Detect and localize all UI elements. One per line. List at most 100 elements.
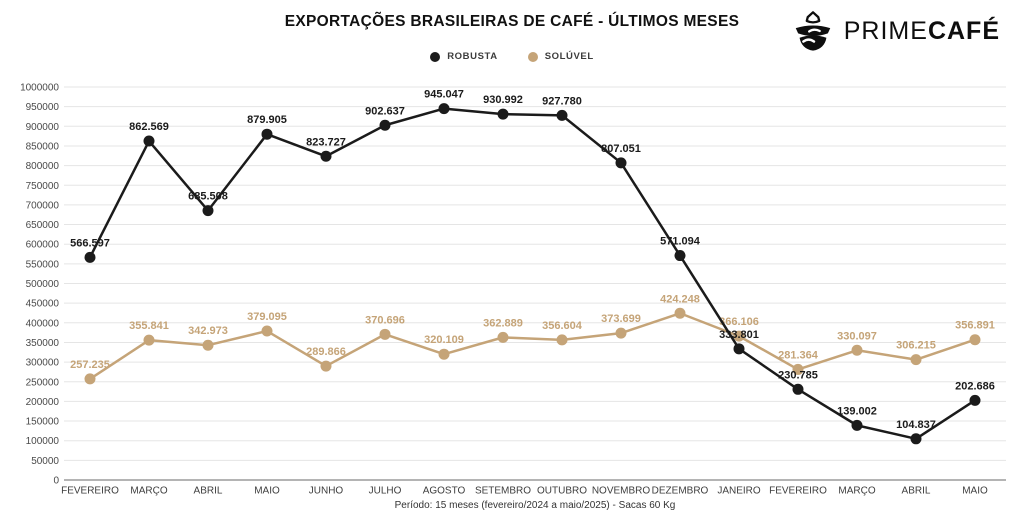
legend-item-soluvel: SOLÚVEL: [527, 51, 594, 62]
soluvel-line: [88, 312, 977, 381]
soluvel-data-label: 424.248: [660, 293, 700, 305]
robusta-data-label: 104.837: [896, 419, 936, 431]
soluvel-data-label: 366.106: [719, 316, 759, 328]
x-axis-month-label: NOVEMBRO: [592, 486, 651, 497]
soluvel-data-point: [497, 331, 509, 343]
x-axis-month-label: AGOSTO: [423, 486, 466, 497]
soluvel-data-point: [143, 334, 155, 346]
y-axis-tick-label: 0: [53, 476, 59, 487]
robusta-dot-icon: [430, 51, 441, 62]
soluvel-data-point: [261, 325, 273, 337]
legend-label-robusta: ROBUSTA: [447, 51, 498, 62]
robusta-data-label: 879.905: [247, 114, 287, 126]
robusta-data-label: 139.002: [837, 405, 877, 417]
robusta-data-label: 685.508: [188, 191, 228, 203]
robusta-data-point: [497, 108, 509, 120]
y-axis-tick-label: 650000: [26, 220, 60, 231]
x-axis-month-label: DEZEMBRO: [652, 486, 709, 497]
x-axis-month-label: ABRIL: [902, 486, 931, 497]
soluvel-dot-icon: [527, 51, 538, 62]
x-axis-month-label: FEVEREIRO: [769, 486, 827, 497]
robusta-data-label: 927.780: [542, 95, 582, 107]
x-axis-month-label: OUTUBRO: [537, 486, 587, 497]
soluvel-data-point: [84, 373, 96, 385]
soluvel-data-label: 342.973: [188, 325, 228, 337]
brand-name-suffix: CAFÉ: [927, 16, 1000, 45]
x-axis-month-label: JULHO: [369, 486, 402, 497]
robusta-data-point: [320, 150, 332, 162]
soluvel-data-label: 257.235: [70, 359, 110, 371]
soluvel-data-point: [615, 327, 627, 339]
soluvel-data-point: [733, 330, 745, 342]
robusta-data-point: [84, 251, 96, 263]
y-axis-tick-label: 800000: [26, 161, 60, 172]
soluvel-data-label: 320.109: [424, 334, 464, 346]
legend-item-robusta: ROBUSTA: [430, 51, 497, 62]
robusta-data-point: [851, 419, 863, 431]
soluvel-data-label: 373.699: [601, 313, 641, 325]
soluvel-data-label: 306.215: [896, 340, 936, 352]
robusta-data-point: [379, 119, 391, 131]
robusta-data-label: 902.637: [365, 105, 405, 117]
legend-label-soluvel: SOLÚVEL: [544, 51, 594, 62]
chart-legend: ROBUSTA SOLÚVEL: [0, 51, 1024, 62]
soluvel-data-label: 281.364: [778, 349, 819, 361]
soluvel-data-label: 370.696: [365, 314, 405, 326]
robusta-data-label: 202.686: [955, 380, 995, 392]
soluvel-data-label: 379.095: [247, 311, 287, 323]
crowned-coffee-cup-icon: [795, 11, 830, 51]
robusta-data-label: 807.051: [601, 143, 641, 155]
y-axis-tick-label: 550000: [26, 259, 60, 270]
page-title: EXPORTAÇÕES BRASILEIRAS DE CAFÉ - ÚLTIMO…: [284, 13, 740, 30]
robusta-data-point: [438, 103, 450, 115]
y-axis-tick-label: 900000: [26, 122, 60, 133]
soluvel-data-label: 289.866: [306, 346, 346, 358]
soluvel-data-point: [556, 334, 568, 346]
soluvel-data-label: 356.891: [955, 320, 995, 332]
soluvel-data-point: [910, 354, 922, 366]
x-axis-month-label: MAIO: [962, 486, 988, 497]
robusta-data-point: [261, 128, 273, 140]
robusta-data-label: 230.785: [778, 369, 818, 381]
robusta-data-point: [792, 383, 804, 395]
soluvel-data-point: [438, 348, 450, 360]
soluvel-data-point: [792, 363, 804, 375]
brand-name-prefix: PRIME: [843, 16, 928, 45]
robusta-data-label: 945.047: [424, 89, 464, 101]
soluvel-data-label: 356.604: [542, 320, 583, 332]
x-axis-month-label: ABRIL: [194, 486, 223, 497]
robusta-data-point: [674, 250, 686, 262]
robusta-data-point: [969, 394, 981, 406]
y-axis-tick-label: 750000: [26, 181, 60, 192]
robusta-data-label: 930.992: [483, 94, 523, 106]
chart-period-caption: Período: 15 meses (fevereiro/2024 a maio…: [394, 500, 676, 511]
robusta-line: [88, 107, 977, 441]
y-axis-tick-label: 600000: [26, 240, 60, 251]
x-axis-month-label: MARÇO: [838, 486, 875, 497]
y-axis-tick-label: 150000: [26, 417, 60, 428]
robusta-data-label: 571.094: [660, 236, 701, 248]
y-axis-tick-label: 100000: [26, 436, 60, 447]
y-axis-tick-label: 500000: [26, 279, 60, 290]
x-axis-month-label: JUNHO: [309, 486, 344, 497]
robusta-data-point: [202, 205, 214, 217]
y-axis-tick-label: 350000: [26, 338, 60, 349]
y-axis-tick-label: 850000: [26, 141, 60, 152]
robusta-data-point: [143, 135, 155, 147]
robusta-data-point: [910, 433, 922, 445]
y-axis-tick-label: 450000: [26, 299, 60, 310]
robusta-data-label: 823.727: [306, 136, 346, 148]
x-axis-month-label: MAIO: [254, 486, 280, 497]
x-axis-month-label: JANEIRO: [717, 486, 761, 497]
x-axis-month-label: MARÇO: [130, 486, 167, 497]
y-axis-tick-label: 1000000: [20, 83, 59, 94]
soluvel-data-label: 362.889: [483, 317, 523, 329]
soluvel-data-point: [320, 360, 332, 372]
y-axis-tick-label: 700000: [26, 200, 60, 211]
y-axis-tick-label: 200000: [26, 397, 60, 408]
x-axis-month-label: SETEMBRO: [475, 486, 531, 497]
y-axis-tick-label: 50000: [31, 456, 59, 467]
y-axis-tick-label: 250000: [26, 377, 60, 388]
y-axis-tick-label: 950000: [26, 102, 60, 113]
